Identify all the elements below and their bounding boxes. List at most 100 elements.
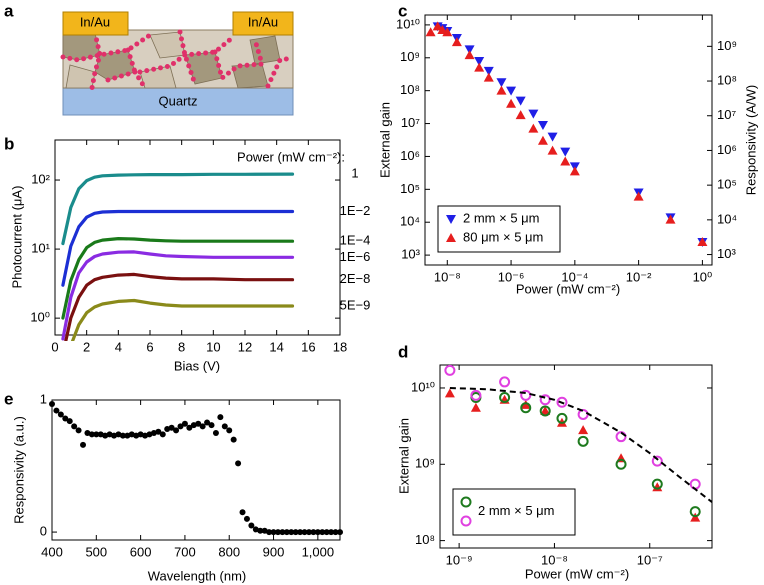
marker-triangle	[464, 45, 475, 55]
y-tick-label: 10⁸	[415, 532, 435, 547]
x-axis-label: Bias (V)	[174, 358, 220, 373]
x-tick-label: 16	[301, 339, 315, 354]
x-axis-label: Power (mW cm⁻²)	[516, 281, 620, 296]
marker-circle	[615, 458, 627, 470]
y-tick-label: 10⁶	[400, 148, 420, 163]
marker-triangle	[442, 27, 453, 37]
marker-dot	[80, 441, 87, 448]
y2-tick-label: 10⁹	[717, 38, 737, 53]
marker-triangle	[474, 62, 485, 72]
marker-dot	[314, 529, 321, 536]
marker-triangle	[547, 145, 558, 155]
marker-triangle	[690, 512, 701, 522]
marker-dot	[235, 460, 242, 467]
series-line	[61, 172, 295, 246]
marker-triangle	[633, 191, 644, 201]
x-tick-label: 10⁻⁸	[541, 552, 568, 567]
marker-dot	[266, 529, 273, 536]
marker-dot	[119, 432, 126, 439]
y2-tick-label: 10⁵	[717, 177, 737, 192]
panel-letter: c	[398, 1, 407, 20]
quartz-substrate	[62, 87, 294, 116]
marker-triangle	[496, 78, 507, 88]
marker-dot	[212, 430, 219, 437]
marker-dot	[199, 423, 206, 430]
boundary	[212, 37, 266, 83]
legend-box	[437, 205, 561, 253]
marker-triangle	[506, 86, 517, 96]
y2-axis-label: Responsivity (A/W)	[743, 85, 758, 196]
series-line	[64, 272, 295, 341]
marker-triangle	[560, 147, 571, 157]
legend-label: 1E−4	[340, 233, 371, 248]
x-tick-label: 14	[269, 339, 283, 354]
electrode	[232, 11, 294, 36]
marker-triangle	[464, 50, 475, 60]
marker-dot	[274, 529, 281, 536]
marker-dot	[328, 529, 335, 536]
legend-box	[452, 488, 576, 536]
plot-frame	[424, 14, 713, 266]
boundary	[105, 69, 148, 91]
y2-tick-label: 10⁷	[717, 107, 736, 122]
x-tick-label: 700	[174, 544, 196, 559]
y-tick-label: 10⁰	[30, 310, 50, 325]
marker-dot	[66, 418, 73, 425]
y-tick-label: 10³	[401, 247, 420, 262]
x-tick-label: 10⁻²	[626, 269, 652, 284]
x-tick-label: 10	[206, 339, 220, 354]
y-tick-label: 10¹⁰	[411, 379, 435, 394]
marker-triangle	[578, 425, 589, 435]
marker-circle	[689, 478, 701, 490]
grain	[62, 32, 101, 61]
panel-letter: e	[4, 389, 13, 408]
marker-dot	[221, 423, 228, 430]
marker-triangle	[425, 27, 436, 37]
electrode-label: In/Au	[248, 14, 278, 29]
plot-area	[425, 21, 708, 248]
panel-letter: b	[4, 134, 14, 153]
y2-tick-label: 10⁶	[717, 142, 737, 157]
marker-circle	[460, 515, 472, 527]
legend-label: 1E−2	[340, 203, 371, 218]
legend-label: 1E−6	[340, 249, 371, 264]
marker-circle	[470, 389, 482, 401]
marker-dot	[319, 529, 326, 536]
marker-dot	[93, 431, 100, 438]
x-tick-label: 900	[263, 544, 285, 559]
marker-dot	[208, 422, 215, 429]
x-tick-label: 600	[130, 544, 152, 559]
marker-circle	[556, 412, 568, 424]
plot-frame	[54, 139, 341, 336]
electrode-label: In/Au	[80, 14, 110, 29]
y-axis-label: External gain	[377, 102, 392, 178]
marker-dot	[49, 400, 55, 407]
legend-label: 2 mm × 5 μm	[478, 503, 554, 518]
marker-dot	[75, 427, 82, 434]
marker-dot	[186, 424, 193, 431]
legend-label: 2 mm × 5 μm	[463, 210, 539, 225]
marker-dot	[323, 529, 330, 536]
x-axis-label: Power (mW cm⁻²)	[525, 566, 629, 581]
x-tick-label: 10⁻⁶	[498, 269, 525, 284]
boundary	[177, 29, 198, 87]
x-tick-label: 6	[146, 339, 153, 354]
marker-dot	[310, 529, 317, 536]
x-tick-label: 500	[85, 544, 107, 559]
marker-circle	[556, 396, 568, 408]
legend-label: 2E−8	[340, 271, 371, 286]
y2-tick-label: 10⁴	[717, 211, 737, 226]
grain-boundaries	[60, 29, 296, 91]
marker-dot	[88, 431, 95, 438]
marker-dot	[155, 428, 162, 435]
marker-triangle	[537, 135, 548, 145]
marker-circle	[651, 455, 663, 467]
marker-triangle	[496, 85, 507, 95]
marker-triangle	[432, 21, 443, 31]
marker-triangle	[652, 482, 663, 492]
grain	[231, 63, 269, 89]
marker-triangle	[483, 66, 494, 76]
marker-triangle	[515, 110, 526, 120]
